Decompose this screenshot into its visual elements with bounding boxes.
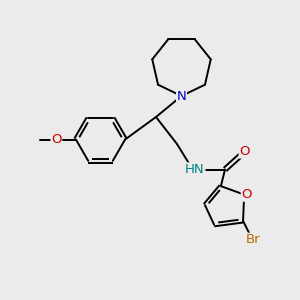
Text: O: O bbox=[239, 145, 250, 158]
Text: O: O bbox=[51, 133, 62, 146]
Text: HN: HN bbox=[185, 163, 205, 176]
Text: O: O bbox=[241, 188, 252, 201]
Text: Br: Br bbox=[246, 233, 261, 246]
Text: N: N bbox=[177, 89, 186, 103]
